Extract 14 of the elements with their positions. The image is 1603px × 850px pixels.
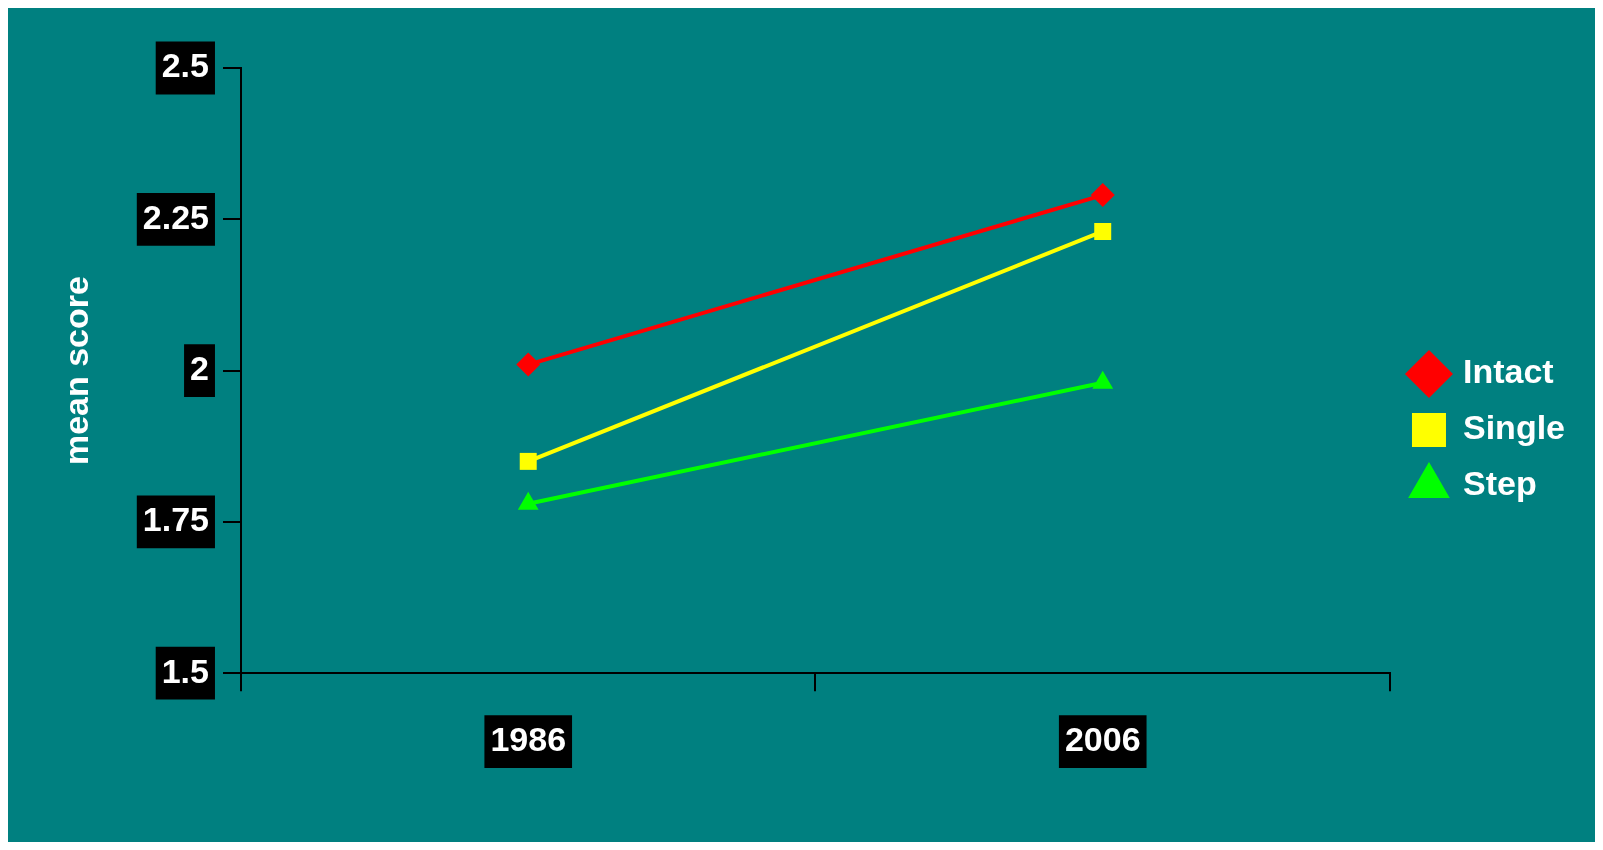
y-tick-label: 2.25 bbox=[142, 197, 209, 236]
y-axis-title: mean score bbox=[56, 276, 95, 466]
point bbox=[1090, 183, 1115, 208]
point bbox=[1094, 222, 1112, 240]
x-tick-label: 2006 bbox=[1064, 719, 1141, 758]
y-tick-label: 2.5 bbox=[161, 46, 209, 85]
legend-label: Intact bbox=[1462, 352, 1554, 391]
x-tick-label: 1986 bbox=[490, 719, 567, 758]
legend-label: Single bbox=[1462, 408, 1566, 447]
y-tick-label: 1.5 bbox=[161, 651, 209, 690]
y-tick-label: 1.75 bbox=[142, 500, 209, 539]
legend-label: Step bbox=[1462, 464, 1537, 503]
y-tick-label: 2 bbox=[190, 348, 209, 387]
point bbox=[516, 352, 541, 377]
